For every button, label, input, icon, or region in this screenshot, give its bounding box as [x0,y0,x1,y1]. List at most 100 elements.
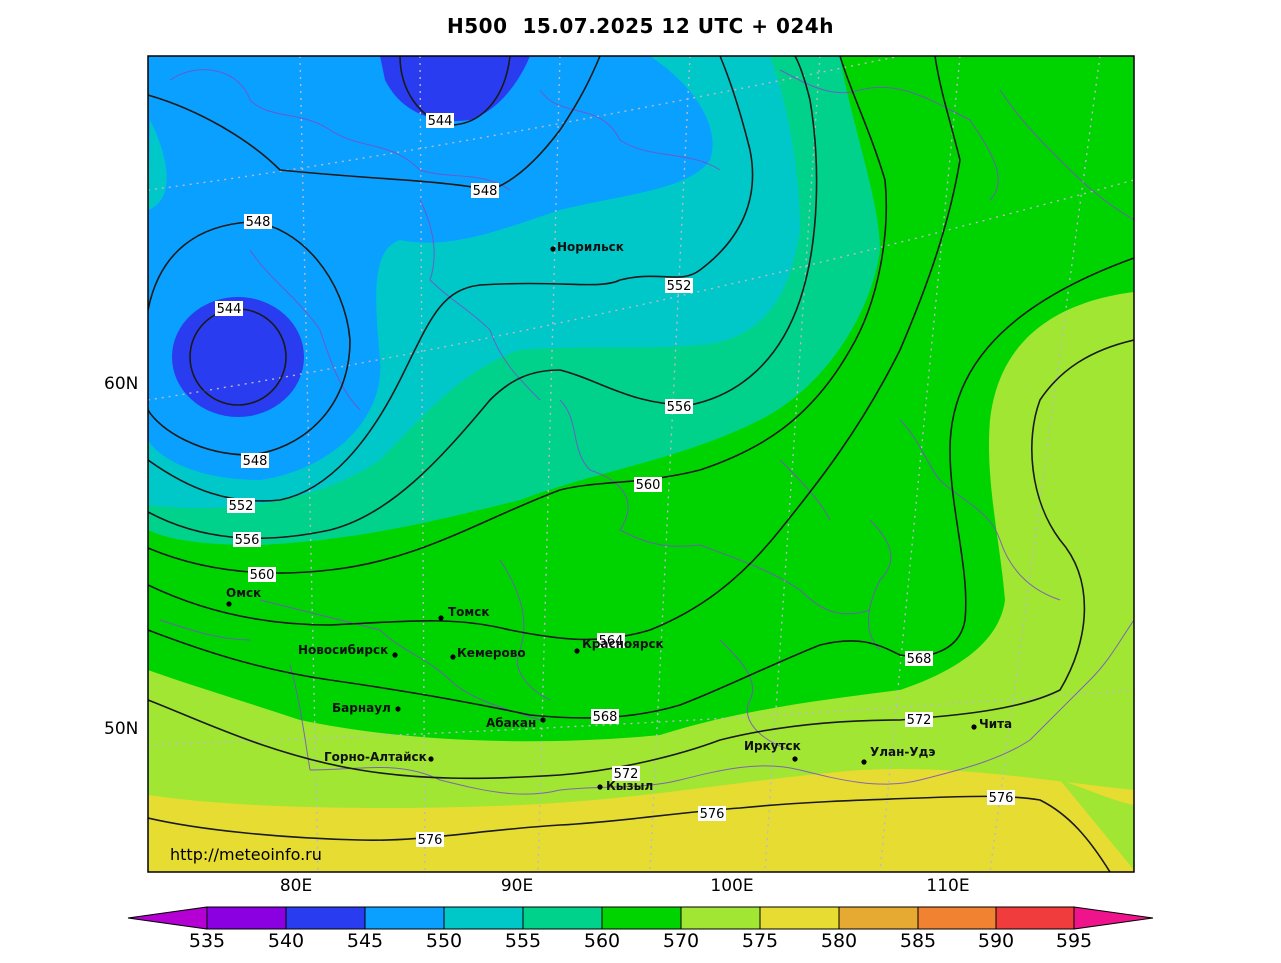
svg-text:Абакан: Абакан [486,716,536,730]
colorbar-lower-arrow [127,906,208,930]
iso-label-556b: 556 [233,532,261,548]
colorbar-bin-540 [285,906,366,930]
city-gorno-altaysk: Горно-Алтайск [324,750,434,764]
svg-text:560: 560 [250,568,275,583]
map-frame [147,55,1135,873]
svg-text:Норильск: Норильск [557,240,624,254]
iso-label-576a: 576 [416,832,444,848]
lon-label-100e: 100E [710,876,754,896]
iso-label-576b: 576 [698,806,726,822]
city-chita: Чита [971,717,1012,731]
svg-text:556: 556 [235,533,260,548]
colorbar-bin-555 [522,906,603,930]
svg-text:544: 544 [217,302,242,317]
iso-label-564: 564 [597,633,625,649]
iso-label-544b: 544 [215,301,243,317]
colorbar-bin-580 [838,906,919,930]
city-kyzyl: Кызыл [597,779,653,793]
colorbar-tick-535: 535 [188,930,226,952]
iso-label-572b: 572 [905,712,933,728]
svg-text:576: 576 [989,791,1014,806]
svg-text:576: 576 [418,833,443,848]
lat-label-60n: 60N [104,374,139,394]
colorbar-bin-535 [206,906,287,930]
boundaries [159,69,1134,795]
iso-label-548c: 548 [241,453,269,469]
svg-text:Кемерово: Кемерово [457,646,526,660]
colorbar-bin-585 [917,906,997,930]
colorbar-tick-580: 580 [820,930,858,952]
svg-text:568: 568 [907,652,932,667]
iso-label-544a: 544 [426,113,454,129]
iso-label-548a: 548 [471,183,499,199]
svg-text:564: 564 [599,634,624,649]
svg-text:556: 556 [667,400,692,415]
colorbar-tick-555: 555 [504,930,542,952]
city-irkutsk: Иркутск [744,739,801,762]
svg-text:548: 548 [246,215,271,230]
colorbar-bin-570 [680,906,761,930]
colorbar-tick-545: 545 [346,930,384,952]
svg-text:560: 560 [636,478,661,493]
field-shading [148,56,1134,872]
colorbar-tick-585: 585 [899,930,937,952]
svg-text:552: 552 [229,499,254,514]
isoline-labels: 544 544 548 548 548 552 552 556 556 560 … [215,113,1015,848]
iso-label-552a: 552 [665,278,693,294]
svg-text:548: 548 [473,184,498,199]
source-url[interactable]: http://meteoinfo.ru [170,845,322,864]
colorbar-bin-575 [759,906,840,930]
svg-text:Горно-Алтайск: Горно-Алтайск [324,750,427,764]
svg-text:576: 576 [700,807,725,822]
iso-label-572a: 572 [612,766,640,782]
city-ulan-ude: Улан-Удэ [861,745,935,765]
lat-label-50n: 50N [104,719,139,739]
city-krasnoyarsk: Красноярск [574,637,664,654]
iso-label-576c: 576 [987,790,1015,806]
iso-label-568b: 568 [905,651,933,667]
svg-text:Улан-Удэ: Улан-Удэ [870,745,935,759]
cities: Норильск Омск Томск Новосибирск Кемерово… [226,240,1012,793]
svg-text:552: 552 [667,279,692,294]
svg-text:Чита: Чита [979,717,1012,731]
colorbar-bin-590 [995,906,1075,930]
iso-label-548b: 548 [244,214,272,230]
iso-label-568a: 568 [591,709,619,725]
city-novosibirsk: Новосибирск [298,643,398,658]
svg-text:Барнаул: Барнаул [332,701,391,715]
lon-label-110e: 110E [926,876,970,896]
svg-text:572: 572 [907,713,932,728]
chart-title: H500 15.07.2025 12 UTC + 024h [447,14,834,38]
city-kemerovo: Кемерово [450,646,526,660]
svg-text:Томск: Томск [448,605,490,619]
colorbar-tick-540: 540 [267,930,305,952]
colorbar [127,906,1154,930]
colorbar-bin-550 [443,906,524,930]
colorbar-tick-550: 550 [425,930,463,952]
colorbar-tick-590: 590 [977,930,1015,952]
city-omsk: Омск [226,586,261,607]
svg-text:Омск: Омск [226,586,261,600]
svg-text:Иркутск: Иркутск [744,739,801,753]
graticule [148,56,1134,872]
colorbar-upper-arrow [1073,906,1154,930]
colorbar-bin-545 [364,906,445,930]
svg-text:548: 548 [243,454,268,469]
iso-label-560b: 560 [248,567,276,583]
svg-text:568: 568 [593,710,618,725]
colorbar-tick-595: 595 [1055,930,1093,952]
svg-text:572: 572 [614,767,639,782]
iso-label-552b: 552 [227,498,255,514]
colorbar-tick-570: 570 [662,930,700,952]
city-abakan: Абакан [486,716,546,730]
iso-label-560a: 560 [634,477,662,493]
svg-text:Новосибирск: Новосибирск [298,643,388,657]
city-norilsk: Норильск [550,240,624,254]
svg-text:544: 544 [428,114,453,129]
colorbar-tick-575: 575 [741,930,779,952]
iso-label-556a: 556 [665,399,693,415]
svg-text:Красноярск: Красноярск [582,637,664,651]
isohypses [148,56,1134,872]
colorbar-tick-560: 560 [583,930,621,952]
